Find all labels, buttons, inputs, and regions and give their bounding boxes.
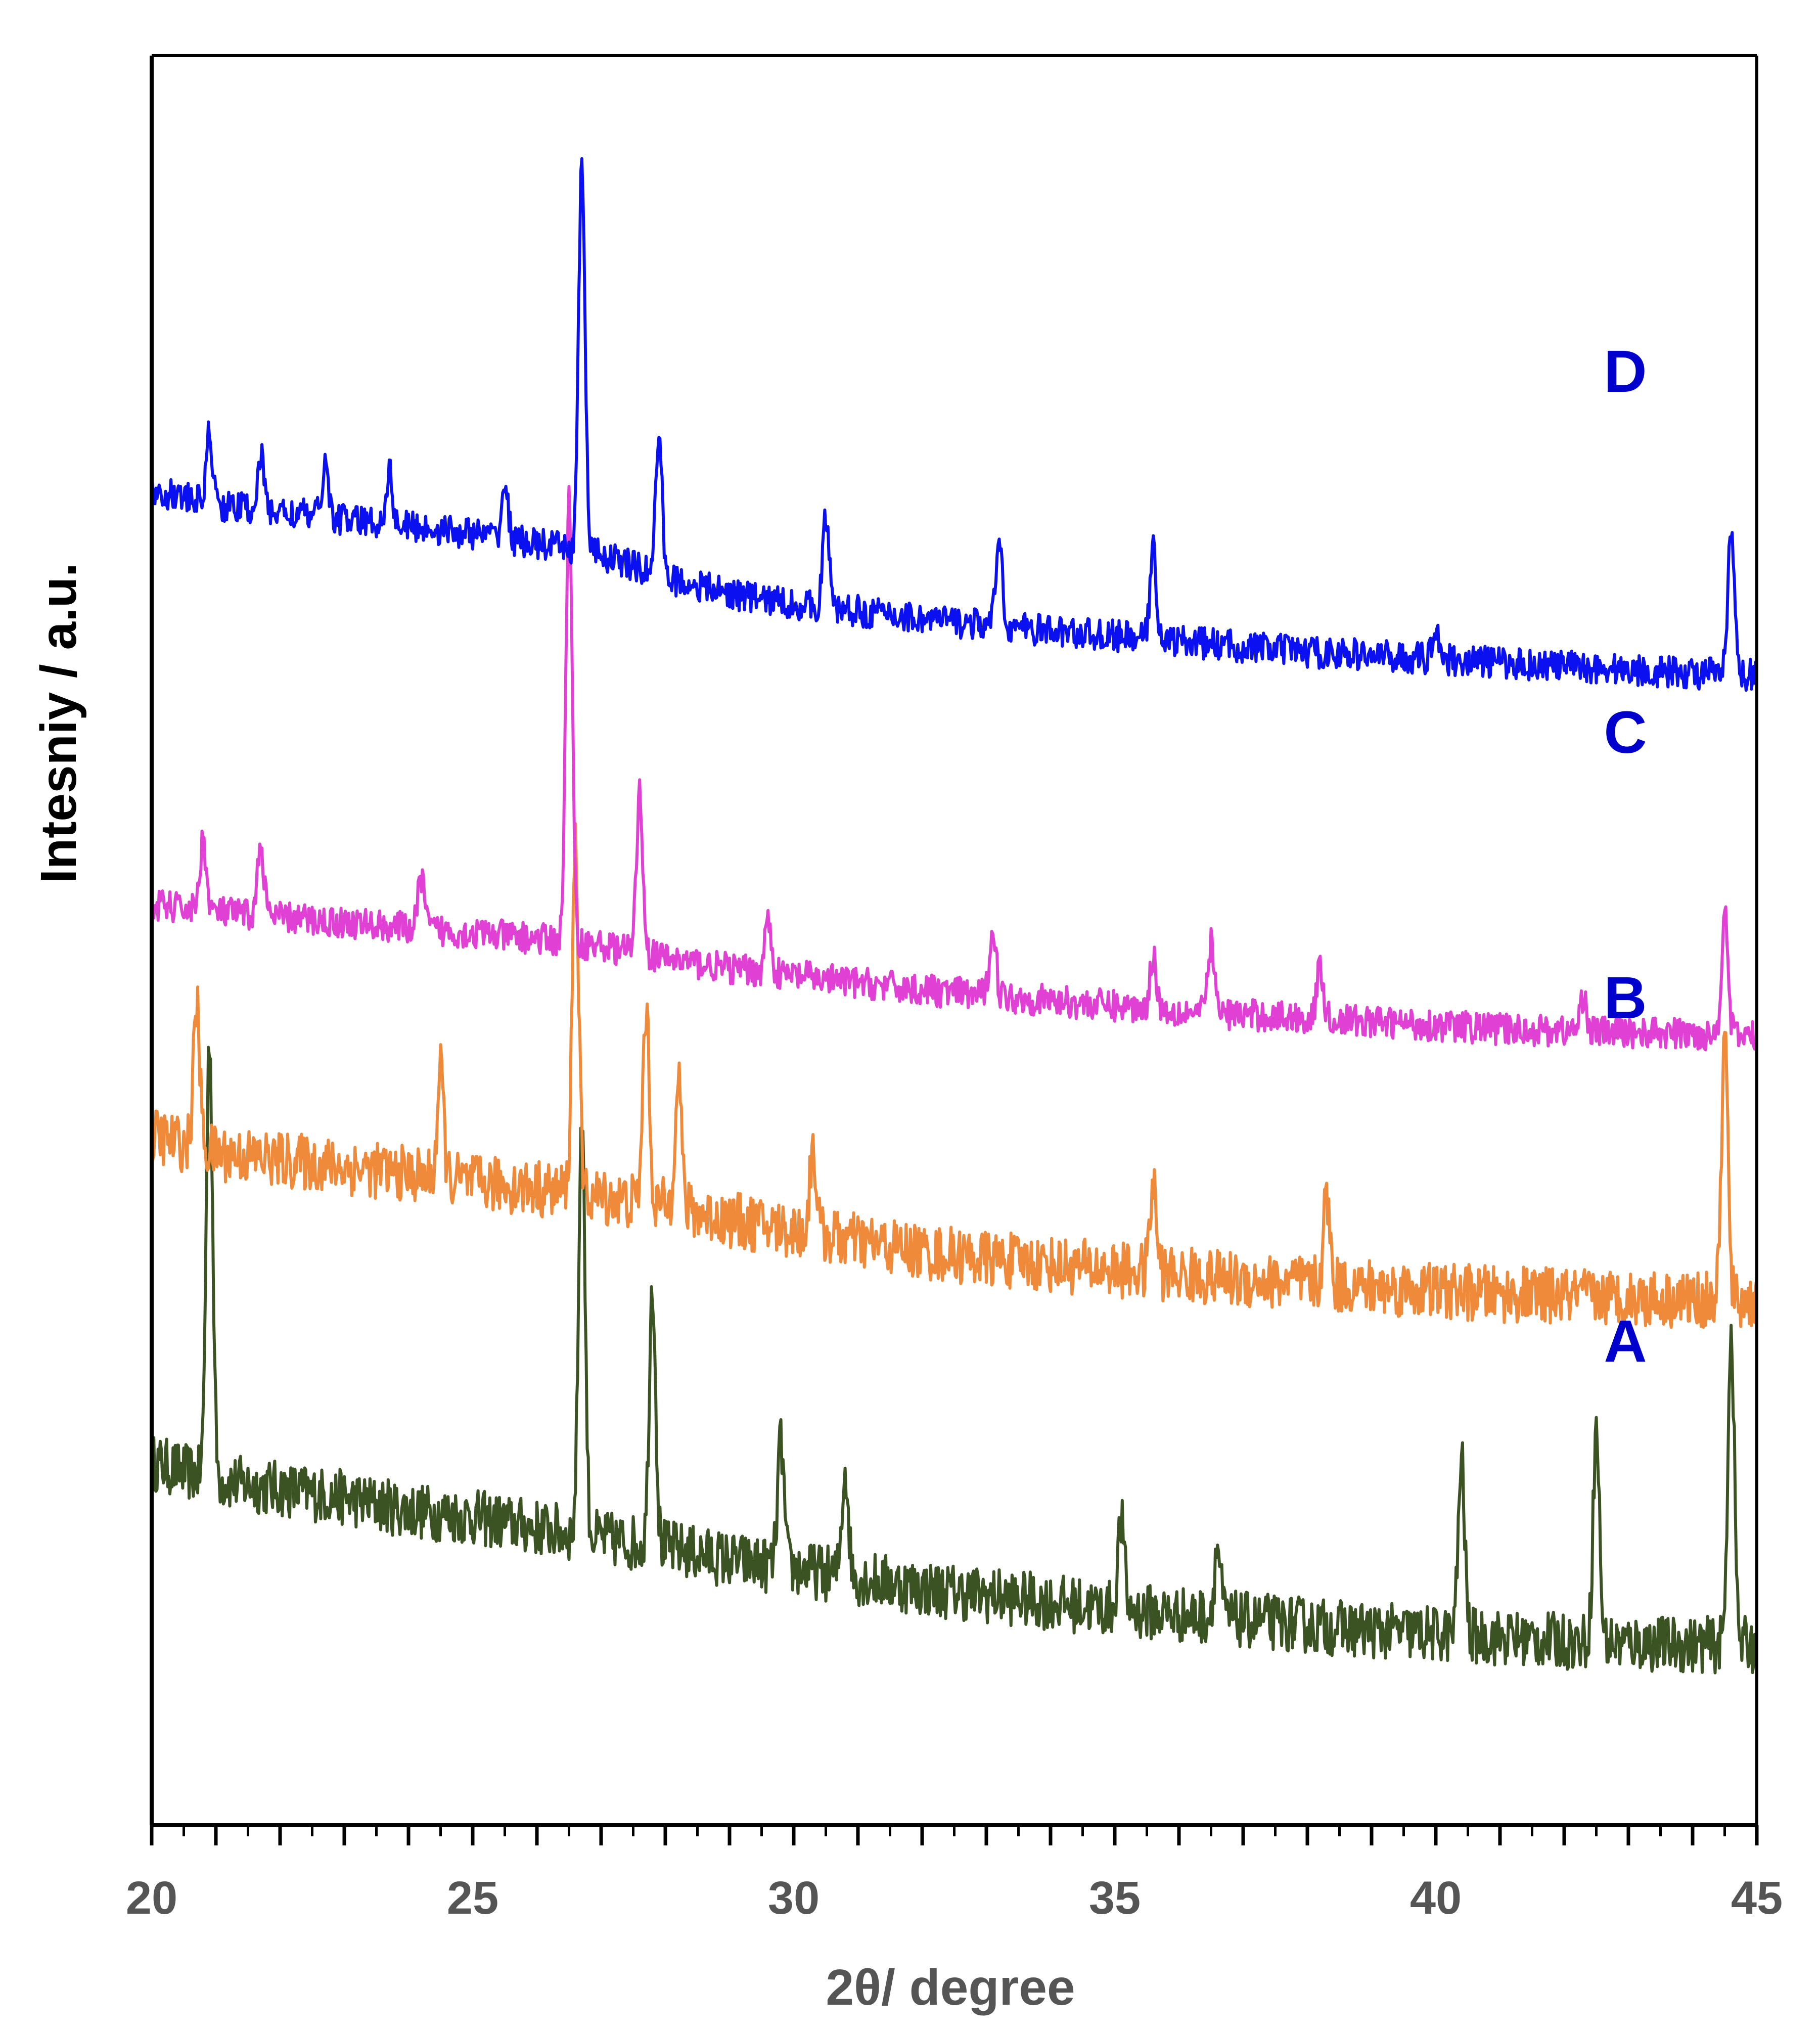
series-label-c: C [1604,699,1647,766]
series-d-line [150,157,1758,692]
x-axis-title: 2θ/ degree [826,1959,1075,2016]
x-tick-label: 30 [768,1872,820,1924]
series-labels: A B C D [1604,338,1647,1375]
x-tick-label: 25 [447,1872,498,1924]
series-b-line [150,822,1758,1329]
series-a-line [150,1046,1758,1675]
series-c-line [150,484,1758,1052]
x-axis-ticks: 20 25 30 35 40 45 [126,1825,1783,1924]
x-tick-label: 20 [126,1872,177,1924]
y-axis-title: Intesniy / a.u. [30,563,87,883]
x-tick-label: 35 [1089,1872,1141,1924]
x-tick-label: 40 [1410,1872,1462,1924]
series-traces [150,157,1758,1675]
x-tick-label: 45 [1731,1872,1783,1924]
series-label-b: B [1604,965,1647,1031]
series-label-d: D [1604,338,1647,405]
series-label-a: A [1604,1308,1647,1375]
